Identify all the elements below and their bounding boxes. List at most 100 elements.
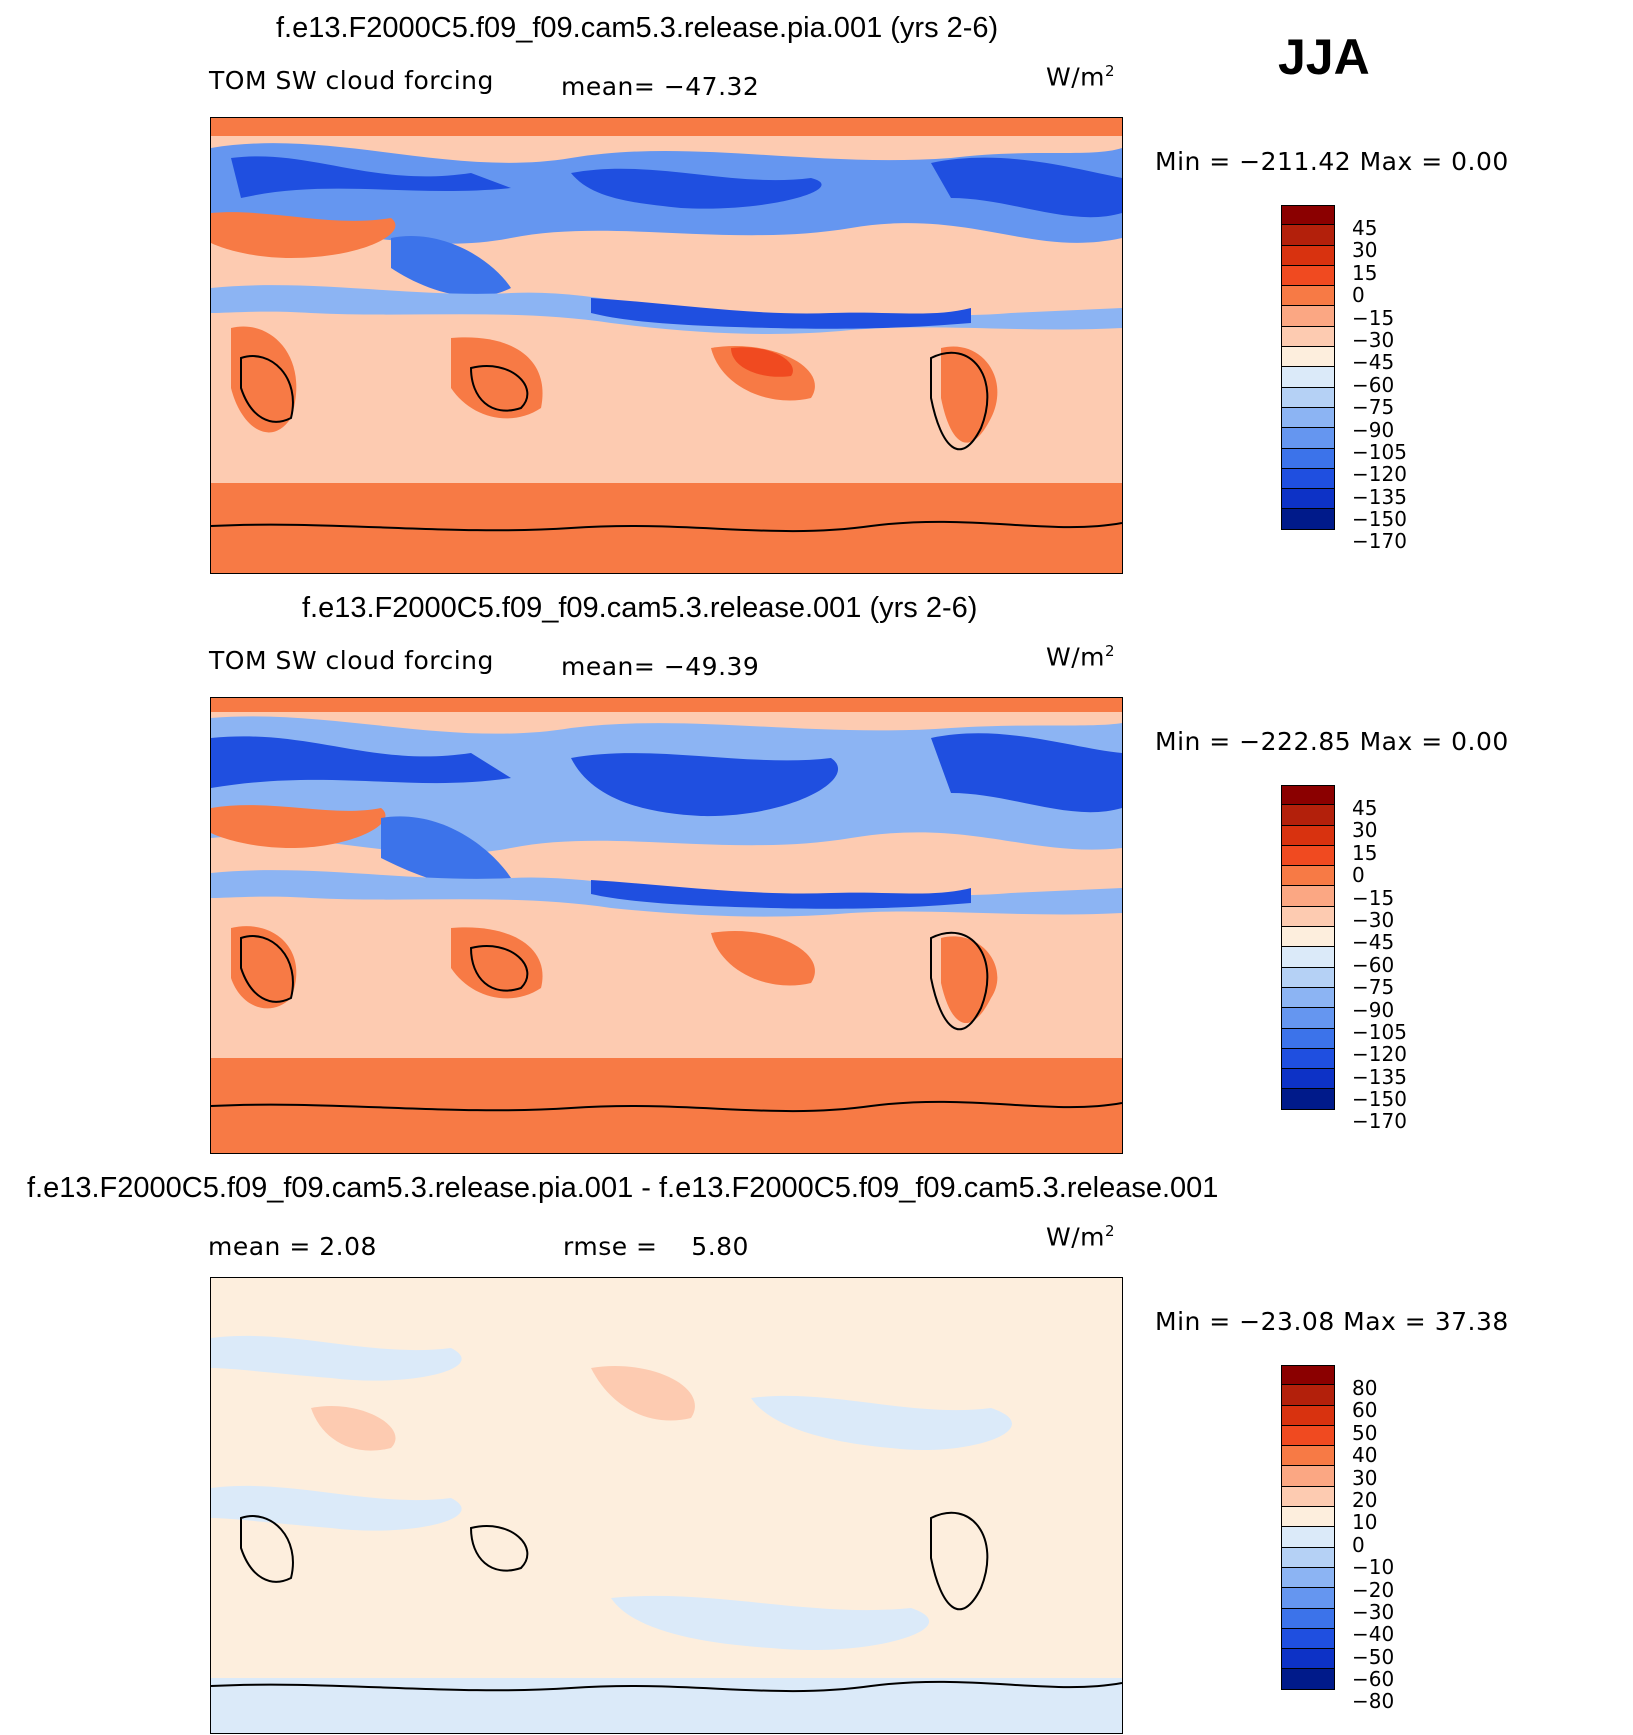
panel2-colorbar-tick-label: −30 [1352,907,1395,932]
panel1-colorbar-swatch [1281,509,1335,530]
panel2-colorbar-swatch [1281,967,1335,988]
panel2-colorbar-tick-label: −60 [1352,952,1395,977]
panel1-colorbar-swatch [1281,489,1335,510]
panel3-colorbar-swatch [1281,1446,1335,1467]
panel1-colorbar-tick-label: −105 [1352,439,1407,464]
panel1-colorbar-tick-label: −60 [1352,372,1395,397]
panel3-colorbar-tick-label: −50 [1352,1644,1395,1669]
panel3-units: W/m2 [1046,1222,1116,1252]
panel3-colorbar-tick-label: 0 [1352,1532,1365,1557]
panel3-colorbar-swatch [1281,1649,1335,1670]
panel3-colorbar-swatch [1281,1405,1335,1426]
panel1-colorbar-swatch [1281,468,1335,490]
panel2-map [210,697,1123,1154]
panel2-colorbar-swatch [1281,866,1335,887]
panel2-minmax: Min = −222.85 Max = 0.00 [1155,727,1509,756]
panel2-colorbar-swatch [1281,1069,1335,1090]
panel3-colorbar-swatch [1281,1486,1335,1508]
panel1-mean-value: −47.32 [663,72,760,101]
panel3-colorbar-tick-label: −10 [1352,1555,1395,1580]
panel3-colorbar-tick-label: −40 [1352,1622,1395,1647]
panel2-colorbar-swatch [1281,906,1335,928]
panel1-map [210,117,1123,574]
panel3-rmse-value: 5.80 [691,1232,749,1261]
panel2-colorbar-swatch [1281,1028,1335,1049]
panel2-title: f.e13.F2000C5.f09_f09.cam5.3.release.001… [302,592,978,624]
panel2-colorbar-swatch [1281,947,1335,968]
panel2-mean-label: mean= −49.39 [561,652,760,681]
panel1-colorbar-tick-label: 15 [1352,260,1378,285]
panel3-minmax: Min = −23.08 Max = 37.38 [1155,1307,1509,1336]
panel3-colorbar-tick-label: 10 [1352,1510,1378,1535]
panel3-colorbar-tick-label: −80 [1352,1689,1395,1714]
panel3-colorbar-tick-label: 60 [1352,1398,1378,1423]
panel1-colorbar-swatch [1281,428,1335,449]
panel2-colorbar-swatch [1281,987,1335,1009]
panel2-colorbar-tick-label: −120 [1352,1042,1407,1067]
panel2-colorbar-ticks: 45 30 15 0 −15 −30 −45 −60 −75 −90 −105 −120 −135 −15… [1352,797,1407,1133]
panel3-title: f.e13.F2000C5.f09_f09.cam5.3.release.pia… [27,1172,1219,1204]
season-label: JJA [1278,29,1370,85]
panel2-colorbar-tick-label: 45 [1352,796,1378,820]
panel2-colorbar-tick-label: 30 [1352,818,1378,843]
panel2-colorbar-swatch [1281,785,1335,806]
panel3-colorbar-swatch [1281,1608,1335,1629]
panel1-colorbar-swatch [1281,448,1335,469]
panel3-colorbar-tick-label: −30 [1352,1599,1395,1624]
panel1-colorbar-tick-label: −30 [1352,327,1395,352]
panel1-title: f.e13.F2000C5.f09_f09.cam5.3.release.pia… [276,12,999,44]
panel3-colorbar-swatch [1281,1567,1335,1589]
panel3-colorbar-ticks: 80 60 50 40 30 20 10 0 −10 −20 −30 −40 −50 −60 −80 [1352,1377,1394,1713]
panel2-colorbar-swatch [1281,845,1335,867]
panel1-units: W/m2 [1046,62,1116,92]
panel1-colorbar-swatch [1281,225,1335,246]
panel3-colorbar-tick-label: 50 [1352,1420,1378,1445]
panel1-mean-label: mean= −47.32 [561,72,760,101]
panel1-colorbar-tick-label: −75 [1352,395,1395,420]
panel1-colorbar-tick-label: 30 [1352,238,1378,263]
panel2-colorbar-tick-label: −90 [1352,997,1395,1022]
panel2-units: W/m2 [1046,642,1116,672]
panel2-colorbar-swatch [1281,1089,1335,1110]
panel1-colorbar-swatch [1281,387,1335,408]
panel1-colorbar-tick-label: −150 [1352,507,1407,532]
panel3-colorbar-swatch [1281,1527,1335,1548]
panel2-colorbar-tick-label: −170 [1352,1109,1407,1134]
panel1-colorbar-tick-label: −90 [1352,417,1395,442]
panel1-colorbar-tick-label: 0 [1352,283,1365,308]
panel2-variable-label: TOM SW cloud forcing [209,646,494,675]
panel1-variable-label: TOM SW cloud forcing [209,66,494,95]
panel1-colorbar-tick-label: −135 [1352,484,1407,509]
panel2-colorbar-swatch [1281,805,1335,826]
panel1-colorbar-tick-label: −120 [1352,462,1407,487]
panel2-colorbar-tick-label: −15 [1352,885,1395,910]
panel3-colorbar-tick-label: 80 [1352,1376,1378,1400]
panel3-colorbar-tick-label: −60 [1352,1667,1395,1692]
panel1-colorbar-swatch [1281,265,1335,287]
panel2-colorbar-swatch [1281,927,1335,948]
panel3-colorbar-swatch [1281,1588,1335,1609]
panel2-mean-value: −49.39 [663,652,760,681]
panel2-colorbar-tick-label: −45 [1352,930,1395,955]
panel1-colorbar-tick-label: 45 [1352,216,1378,240]
panel3-colorbar-tick-label: −20 [1352,1577,1395,1602]
panel1-colorbar-tick-label: −15 [1352,305,1395,330]
panel1-colorbar-swatch [1281,326,1335,348]
panel3-colorbar-swatch [1281,1669,1335,1690]
panel2-colorbar-tick-label: −75 [1352,975,1395,1000]
panel3-map [210,1277,1123,1734]
panel1-colorbar-swatch [1281,347,1335,368]
panel1-colorbar-swatch [1281,245,1335,266]
panel2-colorbar-swatch [1281,1008,1335,1029]
panel2-colorbar-swatch [1281,886,1335,907]
panel3-colorbar-swatch [1281,1385,1335,1406]
panel3-colorbar [1281,1365,1335,1690]
panel2-colorbar-tick-label: −150 [1352,1087,1407,1112]
panel2-colorbar-tick-label: 0 [1352,863,1365,888]
panel3-colorbar-swatch [1281,1628,1335,1650]
panel2-colorbar-tick-label: 15 [1352,840,1378,865]
panel1-colorbar-tick-label: −45 [1352,350,1395,375]
panel1-colorbar-swatch [1281,367,1335,388]
panel3-colorbar-tick-label: 30 [1352,1465,1378,1490]
panel3-colorbar-swatch [1281,1365,1335,1386]
